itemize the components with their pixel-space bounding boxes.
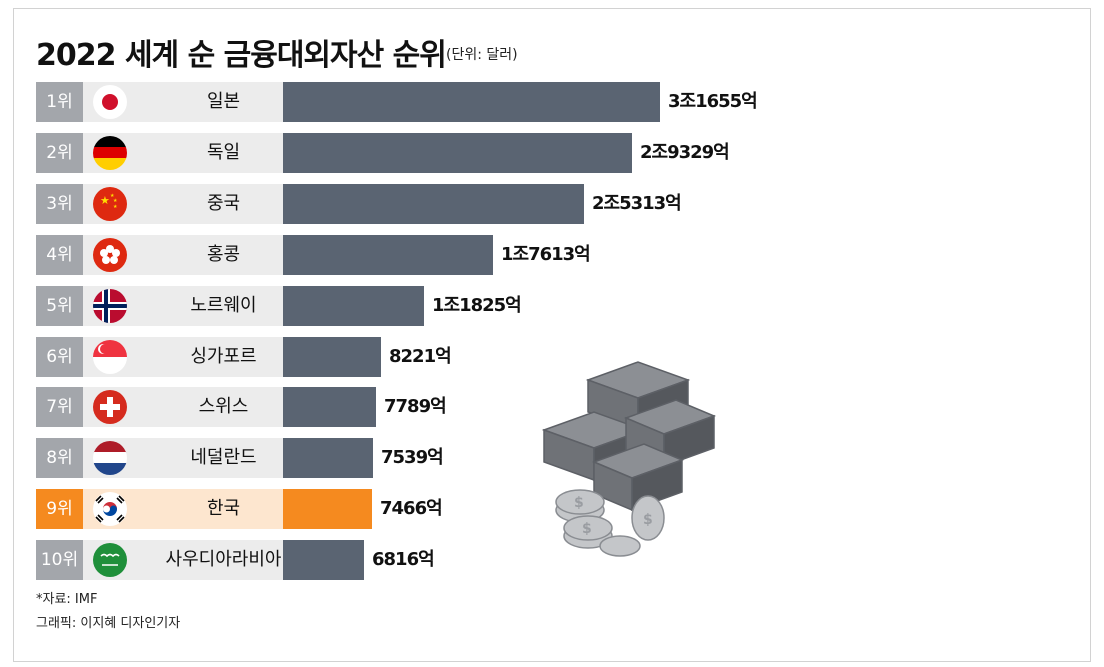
japan-flag-icon: [93, 85, 127, 119]
rank-label: 6위: [36, 336, 83, 377]
country-cell: 홍콩: [83, 234, 316, 275]
value-label: 1조1825억: [432, 294, 522, 316]
rank-label: 3위: [36, 183, 83, 224]
graphic-credit: 그래픽: 이지혜 디자인기자: [36, 616, 181, 631]
bar: [283, 285, 424, 326]
country-cell: 한국: [83, 489, 316, 530]
bar-row: 9위 한국 7466억: [36, 489, 1036, 530]
svg-text:$: $: [582, 521, 592, 537]
bar: [283, 336, 381, 377]
country-cell: 네덜란드: [83, 438, 316, 479]
bar: [283, 234, 493, 275]
rank-label: 1위: [36, 82, 83, 122]
country-label: 스위스: [198, 396, 249, 418]
rank-label: 5위: [36, 285, 83, 326]
bar-row: 10위 사우디아라비아 6816억: [36, 540, 1036, 581]
bar-row: 7위 스위스 7789억: [36, 387, 1036, 428]
bar: [283, 132, 632, 173]
rank-label: 2위: [36, 132, 83, 173]
bar-row: 4위 홍콩 1조7613억: [36, 234, 1036, 275]
rank-label: 7위: [36, 387, 83, 428]
value-label: 2조9329억: [640, 141, 730, 163]
value-label: 7466억: [380, 498, 443, 520]
country-cell: ★ ★ ★ ★ 중국: [83, 183, 316, 224]
source-note: *자료: IMF: [36, 592, 98, 607]
svg-text:★: ★: [100, 194, 110, 207]
country-cell: 독일: [83, 132, 316, 173]
bar: [283, 183, 584, 224]
saudi-arabia-flag-icon: [93, 543, 127, 578]
rank-label: 9위: [36, 489, 83, 530]
value-label: 6816억: [372, 549, 435, 571]
country-cell: 스위스: [83, 387, 316, 428]
bar-row: 3위 ★ ★ ★ ★ 중국 2조5313억: [36, 183, 1036, 224]
norway-flag-icon: [93, 288, 127, 323]
country-label: 네덜란드: [190, 447, 257, 469]
rank-label: 4위: [36, 234, 83, 275]
bar: [283, 82, 660, 122]
money-stack-illustration: $ $ $: [541, 361, 717, 557]
country-label: 한국: [206, 498, 241, 520]
bar: [283, 438, 373, 479]
value-label: 7789억: [384, 396, 447, 418]
country-label: 사우디아라비아: [165, 549, 282, 571]
value-label: 7539억: [381, 447, 444, 469]
country-cell: 일본: [83, 82, 316, 122]
bar-row: 6위 싱가포르 8221억: [36, 336, 1036, 377]
country-cell: 노르웨이: [83, 285, 316, 326]
rank-label: 8위: [36, 438, 83, 479]
bar-row: 2위 독일 2조9329억: [36, 132, 1036, 173]
germany-flag-icon: [93, 135, 127, 170]
country-cell: 싱가포르: [83, 336, 316, 377]
svg-text:$: $: [643, 512, 653, 528]
svg-text:★: ★: [113, 204, 118, 210]
chart-title: 2022 세계 순 금융대외자산 순위: [36, 38, 447, 73]
south-korea-flag-icon: [93, 492, 127, 527]
china-flag-icon: ★ ★ ★ ★: [93, 186, 127, 221]
country-label: 노르웨이: [190, 294, 257, 316]
hong-kong-flag-icon: [93, 237, 127, 272]
country-label: 중국: [206, 192, 241, 214]
singapore-flag-icon: [93, 339, 127, 374]
country-label: 일본: [206, 91, 241, 112]
unit-label: (단위: 달러): [446, 47, 518, 63]
value-label: 1조7613억: [501, 243, 591, 265]
bar: [283, 489, 372, 530]
switzerland-flag-icon: [93, 390, 127, 425]
country-label: 싱가포르: [190, 345, 257, 367]
value-label: 8221억: [389, 345, 452, 367]
value-label: 2조5313억: [592, 192, 682, 214]
rank-label: 10위: [36, 540, 83, 581]
country-cell: 사우디아라비아: [83, 540, 316, 581]
svg-text:$: $: [574, 495, 584, 511]
country-label: 홍콩: [206, 243, 241, 265]
bar: [283, 540, 364, 581]
svg-text:★: ★: [110, 193, 115, 199]
bar-row: 1위 일본 3조1655억: [36, 82, 1036, 122]
bar-row: 5위 노르웨이 1조1825억: [36, 285, 1036, 326]
bar-row: 8위 네덜란드 7539억: [36, 438, 1036, 479]
value-label: 3조1655억: [668, 91, 758, 112]
country-label: 독일: [206, 141, 241, 163]
svg-text:★: ★: [113, 198, 118, 204]
netherlands-flag-icon: [93, 441, 127, 476]
bar: [283, 387, 376, 428]
